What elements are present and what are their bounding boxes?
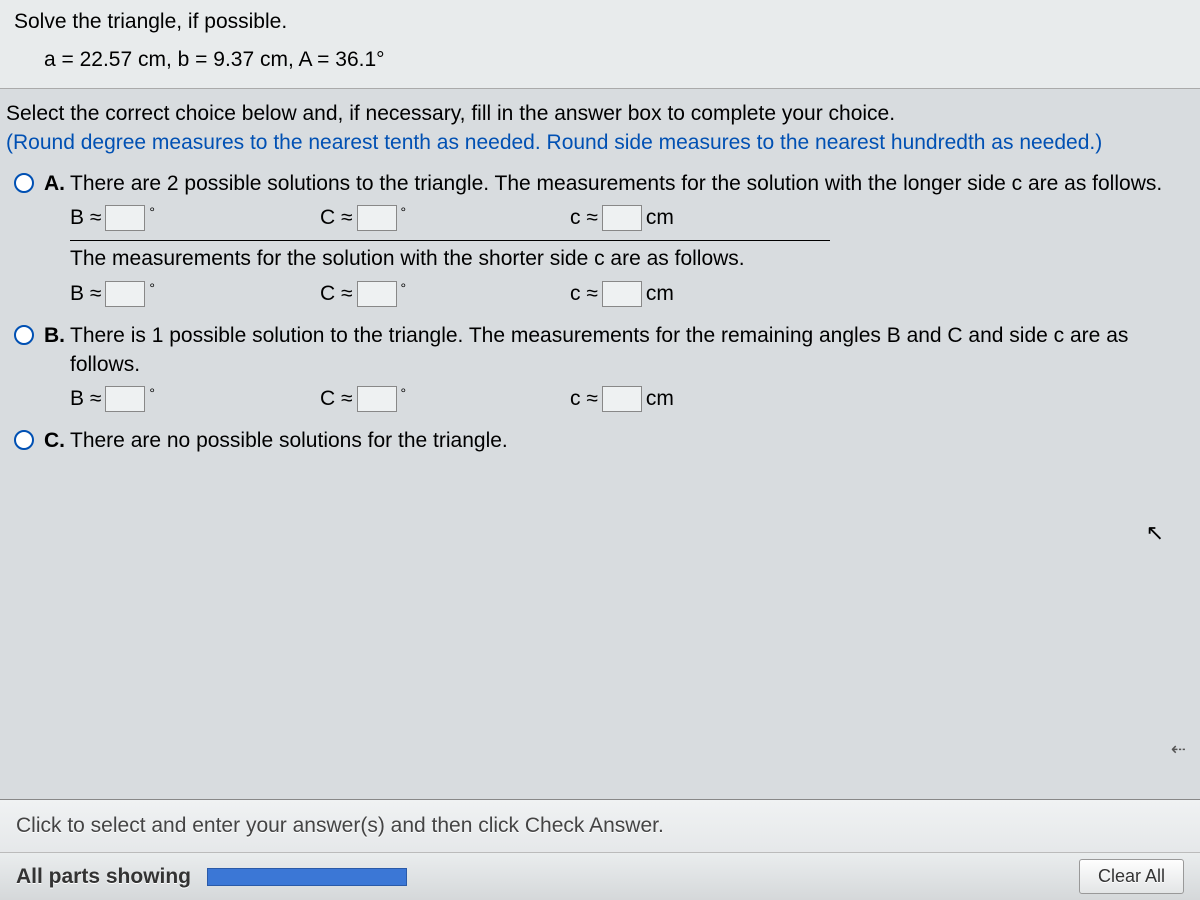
radio-c[interactable] <box>14 430 34 450</box>
clear-all-button[interactable]: Clear All <box>1079 859 1184 894</box>
choice-letter-c: C. <box>44 427 70 455</box>
divider-a <box>70 240 830 241</box>
input-a2-b[interactable] <box>105 281 145 307</box>
deg-icon: ° <box>401 279 407 298</box>
unit-cm: cm <box>646 385 674 413</box>
label-c-side: c ≈ <box>570 280 598 308</box>
instruction-line2: (Round degree measures to the nearest te… <box>6 131 1102 154</box>
input-b-c-angle[interactable] <box>357 386 397 412</box>
bottom-row: All parts showing Clear All <box>0 852 1200 900</box>
label-c-angle: C ≈ <box>320 385 353 413</box>
choices: A. There are 2 possible solutions to the… <box>0 162 1200 456</box>
unit-cm: cm <box>646 204 674 232</box>
choice-body-a: There are 2 possible solutions to the tr… <box>70 170 1186 308</box>
label-c-side: c ≈ <box>570 204 598 232</box>
deg-icon: ° <box>401 203 407 222</box>
choice-a-solution1: B ≈ ° C ≈ ° c ≈ cm <box>70 204 1186 232</box>
choice-a-solution2: B ≈ ° C ≈ ° c ≈ cm <box>70 280 1186 308</box>
instruction-line1: Select the correct choice below and, if … <box>6 102 895 125</box>
choice-body-b: There is 1 possible solution to the tria… <box>70 322 1186 413</box>
choice-a-text1: There are 2 possible solutions to the tr… <box>70 170 1186 198</box>
question-given: a = 22.57 cm, b = 9.37 cm, A = 36.1° <box>44 48 1186 72</box>
choice-letter-a: A. <box>44 170 70 198</box>
question-area: Solve the triangle, if possible. a = 22.… <box>0 0 1200 89</box>
label-c-side: c ≈ <box>570 385 598 413</box>
choice-b-text: There is 1 possible solution to the tria… <box>70 322 1186 379</box>
input-a2-c-side[interactable] <box>602 281 642 307</box>
label-c-angle: C ≈ <box>320 280 353 308</box>
input-a1-b[interactable] <box>105 205 145 231</box>
radio-b[interactable] <box>14 325 34 345</box>
deg-icon: ° <box>149 279 155 298</box>
choice-c-text: There are no possible solutions for the … <box>70 427 1186 455</box>
choice-c: C. There are no possible solutions for t… <box>14 427 1186 455</box>
deg-icon: ° <box>149 384 155 403</box>
radio-a[interactable] <box>14 173 34 193</box>
input-b-b[interactable] <box>105 386 145 412</box>
bottom-bar: Click to select and enter your answer(s)… <box>0 799 1200 900</box>
choice-b-solution: B ≈ ° C ≈ ° c ≈ cm <box>70 385 1186 413</box>
choice-a-text2: The measurements for the solution with t… <box>70 245 1186 273</box>
label-b: B ≈ <box>70 204 101 232</box>
deg-icon: ° <box>401 384 407 403</box>
label-b: B ≈ <box>70 280 101 308</box>
deg-icon: ° <box>149 203 155 222</box>
bottom-hint: Click to select and enter your answer(s)… <box>0 800 1200 852</box>
input-a2-c-angle[interactable] <box>357 281 397 307</box>
label-c-angle: C ≈ <box>320 204 353 232</box>
input-a1-c-side[interactable] <box>602 205 642 231</box>
cursor-icon: ↖ <box>1146 520 1164 546</box>
unit-cm: cm <box>646 280 674 308</box>
choice-letter-b: B. <box>44 322 70 350</box>
label-b: B ≈ <box>70 385 101 413</box>
question-title: Solve the triangle, if possible. <box>14 10 1186 34</box>
scroll-hint-icon: ⇠ <box>1171 739 1186 760</box>
choice-a: A. There are 2 possible solutions to the… <box>14 170 1186 308</box>
instruction-area: Select the correct choice below and, if … <box>0 89 1200 162</box>
input-a1-c-angle[interactable] <box>357 205 397 231</box>
progress-bar <box>207 868 407 886</box>
parts-showing-label: All parts showing <box>16 865 191 889</box>
choice-body-c: There are no possible solutions for the … <box>70 427 1186 455</box>
choice-b: B. There is 1 possible solution to the t… <box>14 322 1186 413</box>
input-b-c-side[interactable] <box>602 386 642 412</box>
